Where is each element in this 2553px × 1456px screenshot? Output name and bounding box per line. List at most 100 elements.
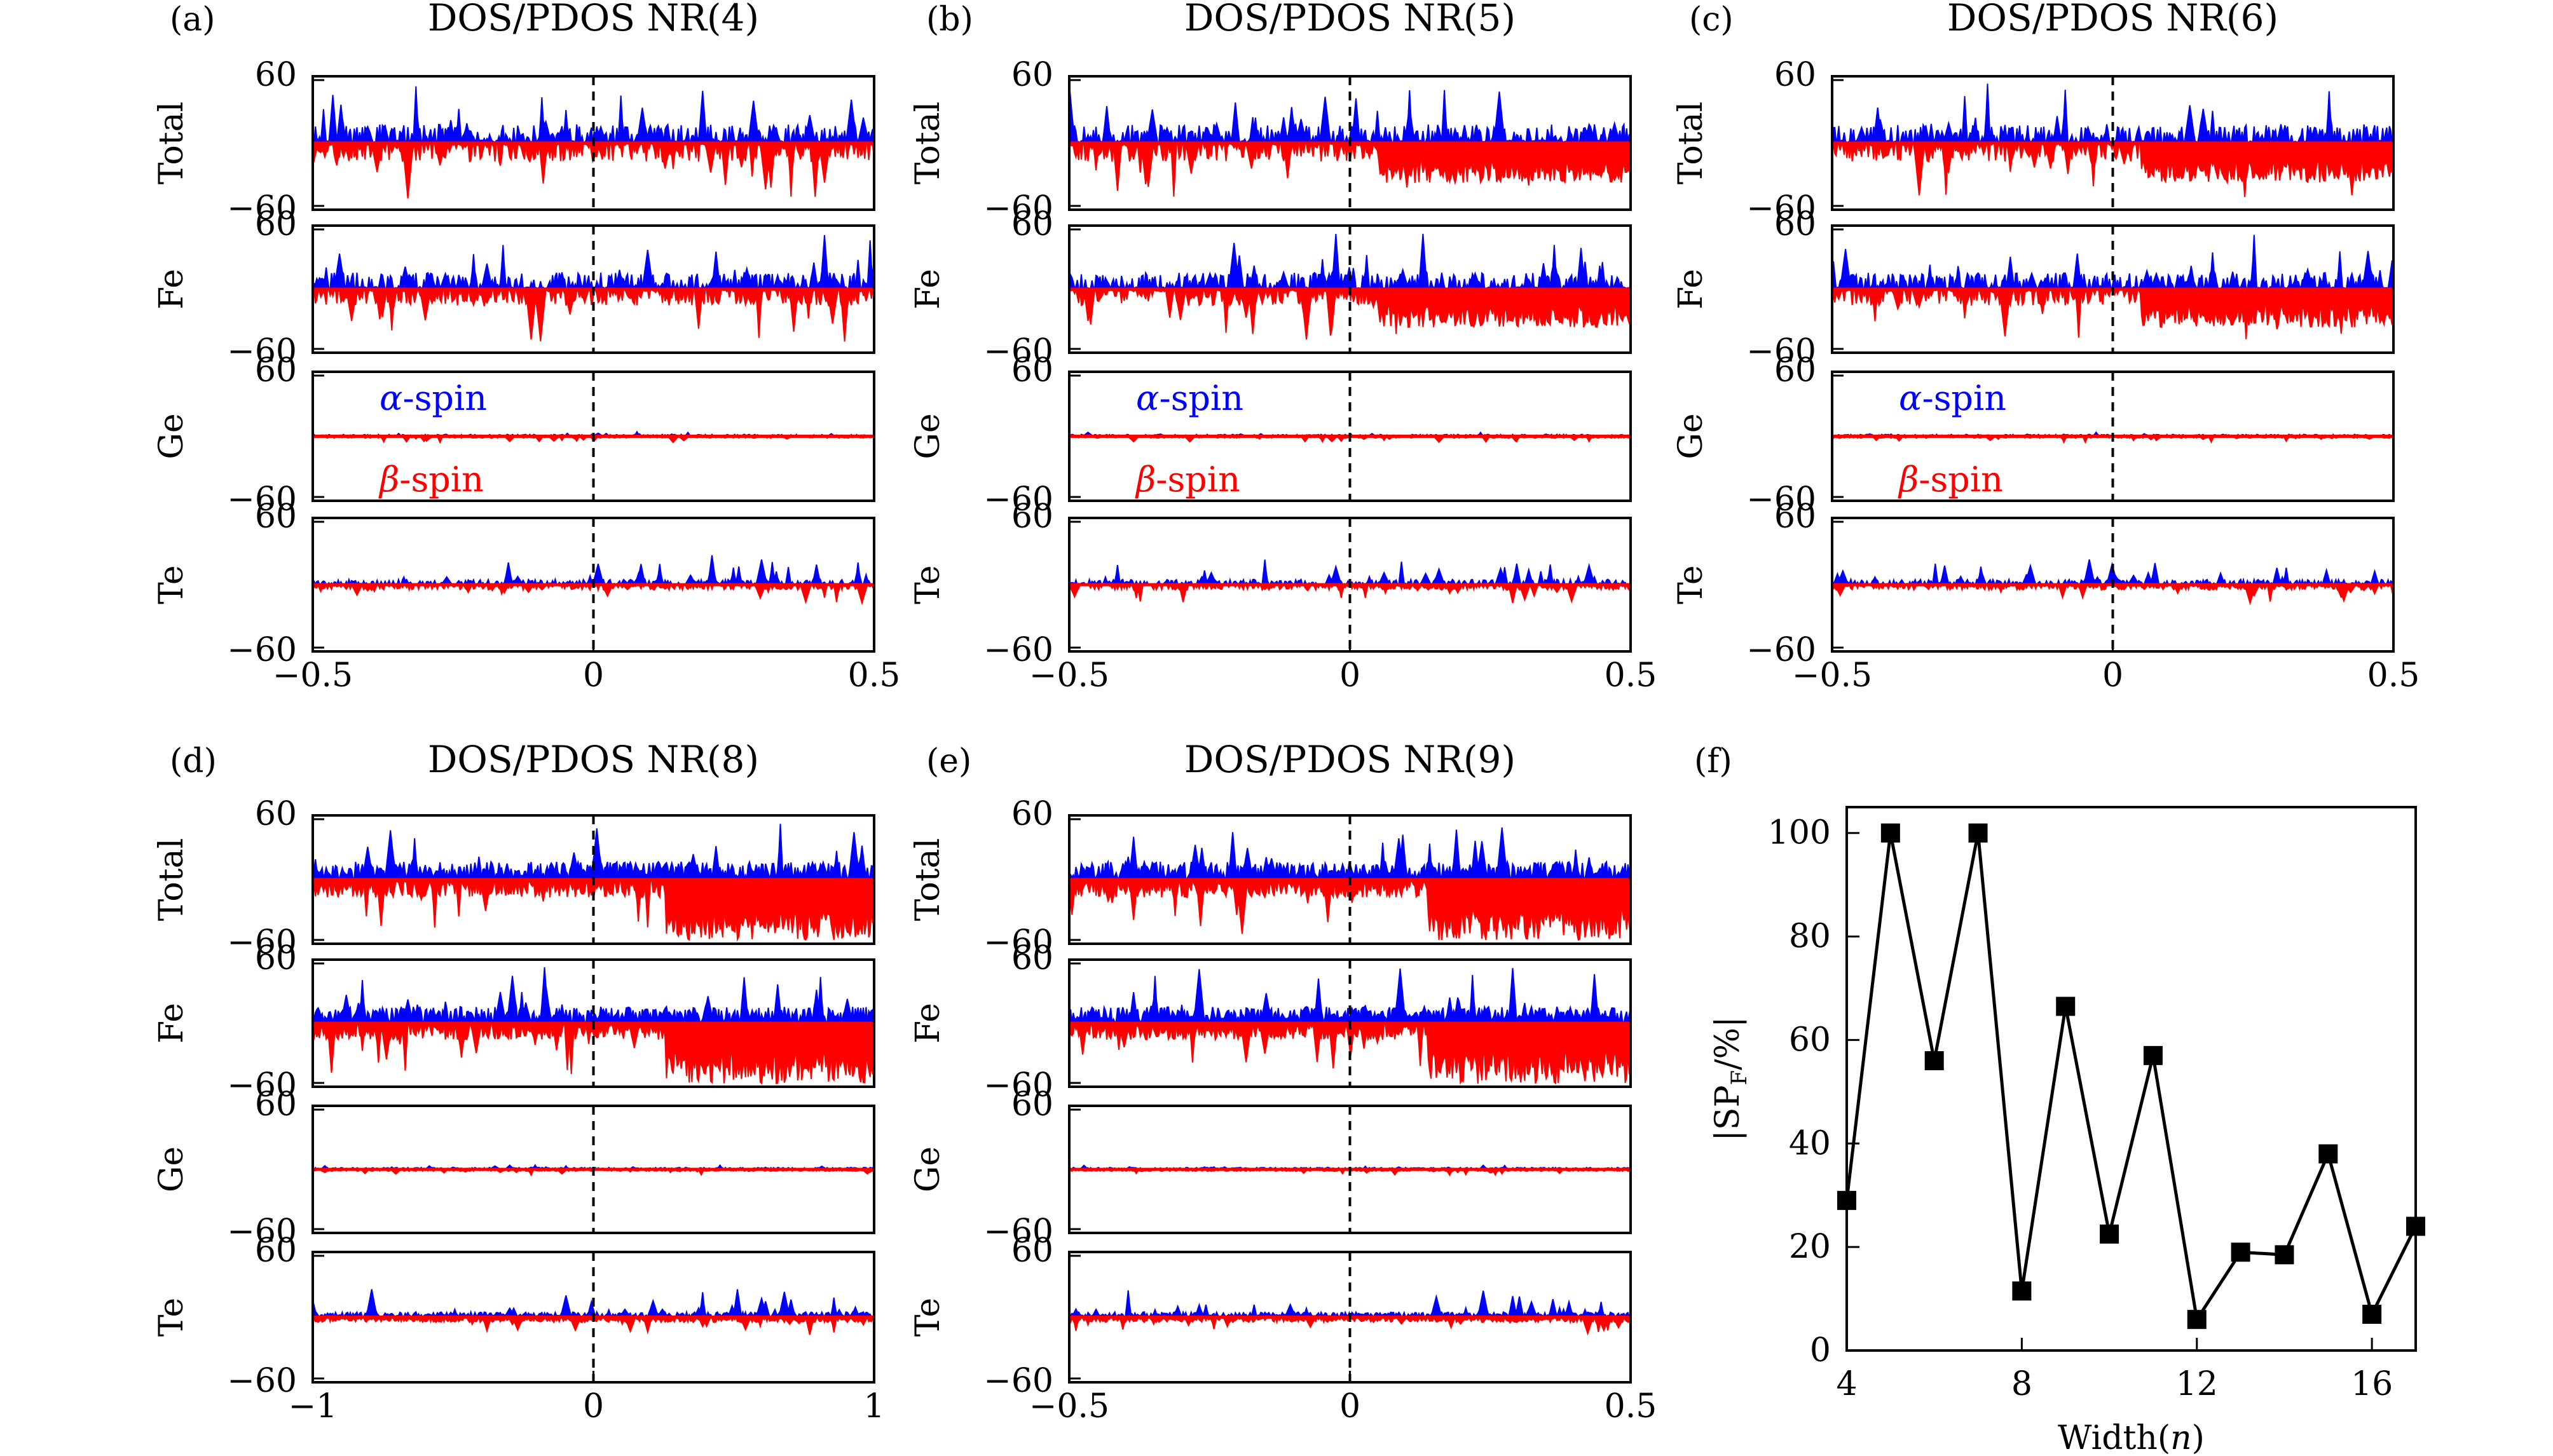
alpha-spin-area xyxy=(1069,84,1631,145)
axes-frame xyxy=(1068,1105,1632,1234)
panel-label: (a) xyxy=(170,1,216,39)
data-point xyxy=(2012,1281,2032,1301)
alpha-spin-label: α-spin xyxy=(1899,378,2006,418)
y-tick-label: −60 xyxy=(983,1213,1053,1251)
axes-frame xyxy=(311,814,875,945)
panel-label: (c) xyxy=(1689,1,1734,39)
subplot-te: 60 −60 Te xyxy=(1672,498,2395,669)
axes-frame xyxy=(311,75,875,211)
x-tick-label: 16 xyxy=(2351,1365,2393,1403)
y-tick-label: −60 xyxy=(983,1066,1053,1105)
data-point xyxy=(2231,1242,2250,1262)
y-tick-label: 60 xyxy=(1011,498,1053,536)
data-point xyxy=(2362,1305,2382,1324)
y-tick-label: 60 xyxy=(255,795,297,833)
y-tick-label: 60 xyxy=(1011,56,1053,94)
axes-frame xyxy=(311,958,875,1088)
x-tick-label: 0 xyxy=(1339,1387,1360,1425)
x-tick-label: −0.5 xyxy=(1792,657,1872,695)
axes-frame xyxy=(1068,224,1632,354)
panel-title: DOS/PDOS NR(4) xyxy=(428,0,759,39)
data-point xyxy=(2406,1216,2425,1236)
y-tick-label: −60 xyxy=(983,631,1053,669)
beta-spin-label: β-spin xyxy=(1898,459,2003,500)
row-label-ge: Ge xyxy=(909,1146,947,1192)
y-tick-label: −60 xyxy=(227,1362,297,1400)
data-point xyxy=(1924,1051,1944,1070)
panel-title: DOS/PDOS NR(8) xyxy=(428,738,759,781)
x-axis-label: Width(n) xyxy=(2058,1419,2205,1456)
x-tick-label: 12 xyxy=(2176,1365,2218,1403)
y-tick-label: −60 xyxy=(227,1066,297,1105)
y-tick-label: −60 xyxy=(983,1362,1053,1400)
subplot-fe: 60 −60 Fe xyxy=(153,205,875,371)
axes-frame xyxy=(311,371,875,502)
y-tick-label: 60 xyxy=(1011,939,1053,977)
y-tick-label: 60 xyxy=(255,498,297,536)
axes-frame xyxy=(1068,814,1632,945)
row-label-te: Te xyxy=(153,1298,191,1337)
panel-a: (a) DOS/PDOS NR(4)60−60Total60−60Fe60−60G… xyxy=(153,0,900,695)
subplot-total: 60 −60 Total xyxy=(909,56,1632,228)
subplot-ge: 60 −60 Ge α-spin β-spin xyxy=(153,351,875,519)
x-tick-label: 1 xyxy=(863,1387,884,1425)
x-tick-label: −0.5 xyxy=(1029,1387,1109,1425)
y-tick-label: 60 xyxy=(255,1085,297,1124)
subplot-ge: 60 −60 Ge xyxy=(909,1085,1632,1251)
y-tick-label: −60 xyxy=(227,923,297,962)
beta-spin-area xyxy=(1069,287,1631,340)
panel-label: (d) xyxy=(170,742,217,780)
x-tick-label: 0 xyxy=(2102,657,2123,695)
y-tick-label: 60 xyxy=(1011,1085,1053,1124)
y-tick-label: −60 xyxy=(227,631,297,669)
panel-label: (e) xyxy=(926,742,971,780)
panel-f: (f) 0 20 40 60 80 100 4 8 12 16 Width(n) |SPF/%| xyxy=(1694,742,2425,1456)
axes-frame xyxy=(1831,371,2395,502)
row-label-ge: Ge xyxy=(153,413,191,459)
panel-e: (e) DOS/PDOS NR(9)60−60Total60−60Fe60−60G… xyxy=(909,738,1657,1425)
data-point xyxy=(2275,1245,2294,1265)
y-axis-label: |SPF/%| xyxy=(1709,1016,1752,1141)
y-tick-label: −60 xyxy=(227,1213,297,1251)
row-label-fe: Fe xyxy=(909,269,947,310)
subplot-te: 60 −60 Te xyxy=(153,1232,875,1400)
subplot-total: 60 −60 Total xyxy=(1672,56,2395,228)
alpha-spin-label: α-spin xyxy=(1136,378,1243,418)
row-label-fe: Fe xyxy=(909,1003,947,1044)
data-point xyxy=(1968,823,1988,843)
x-tick-label: −0.5 xyxy=(273,657,353,695)
data-point xyxy=(1837,1190,1856,1210)
y-tick-label: 100 xyxy=(1768,814,1831,852)
subplot-total: 60 −60 Total xyxy=(153,56,875,228)
data-point xyxy=(2187,1310,2207,1330)
panel-title: DOS/PDOS NR(9) xyxy=(1184,738,1516,781)
y-tick-label: 60 xyxy=(1789,1021,1831,1059)
y-tick-label: 60 xyxy=(1774,56,1816,94)
y-tick-label: 20 xyxy=(1789,1228,1831,1266)
subplot-fe: 60 −60 Fe xyxy=(909,939,1632,1105)
data-point xyxy=(2143,1045,2163,1065)
y-tick-label: 60 xyxy=(255,205,297,243)
axes-frame xyxy=(1831,75,2395,211)
beta-spin-area xyxy=(1832,287,2393,339)
alpha-spin-area xyxy=(313,1289,874,1319)
y-tick-label: 60 xyxy=(1774,351,1816,390)
x-tick-label: 0.5 xyxy=(2367,657,2420,695)
subplot-total: 60 −60 Total xyxy=(153,795,875,962)
y-tick-label: 60 xyxy=(1011,795,1053,833)
y-tick-label: 0 xyxy=(1810,1331,1831,1370)
x-tick-label: −1 xyxy=(289,1387,338,1425)
subplot-ge: 60 −60 Ge α-spin β-spin xyxy=(909,351,1632,519)
panel-b: (b) DOS/PDOS NR(5)60−60Total60−60Fe60−60G… xyxy=(909,0,1657,695)
row-label-total: Total xyxy=(153,838,191,921)
y-tick-label: −60 xyxy=(227,189,297,228)
row-label-te: Te xyxy=(153,565,191,604)
beta-spin-label: β-spin xyxy=(1135,459,1240,500)
axes-frame xyxy=(1068,75,1632,211)
row-label-total: Total xyxy=(1672,102,1710,184)
y-tick-label: 60 xyxy=(255,1232,297,1270)
y-tick-label: 60 xyxy=(1774,205,1816,243)
subplot-te: 60 −60 Te xyxy=(909,498,1632,669)
row-label-total: Total xyxy=(909,838,947,921)
